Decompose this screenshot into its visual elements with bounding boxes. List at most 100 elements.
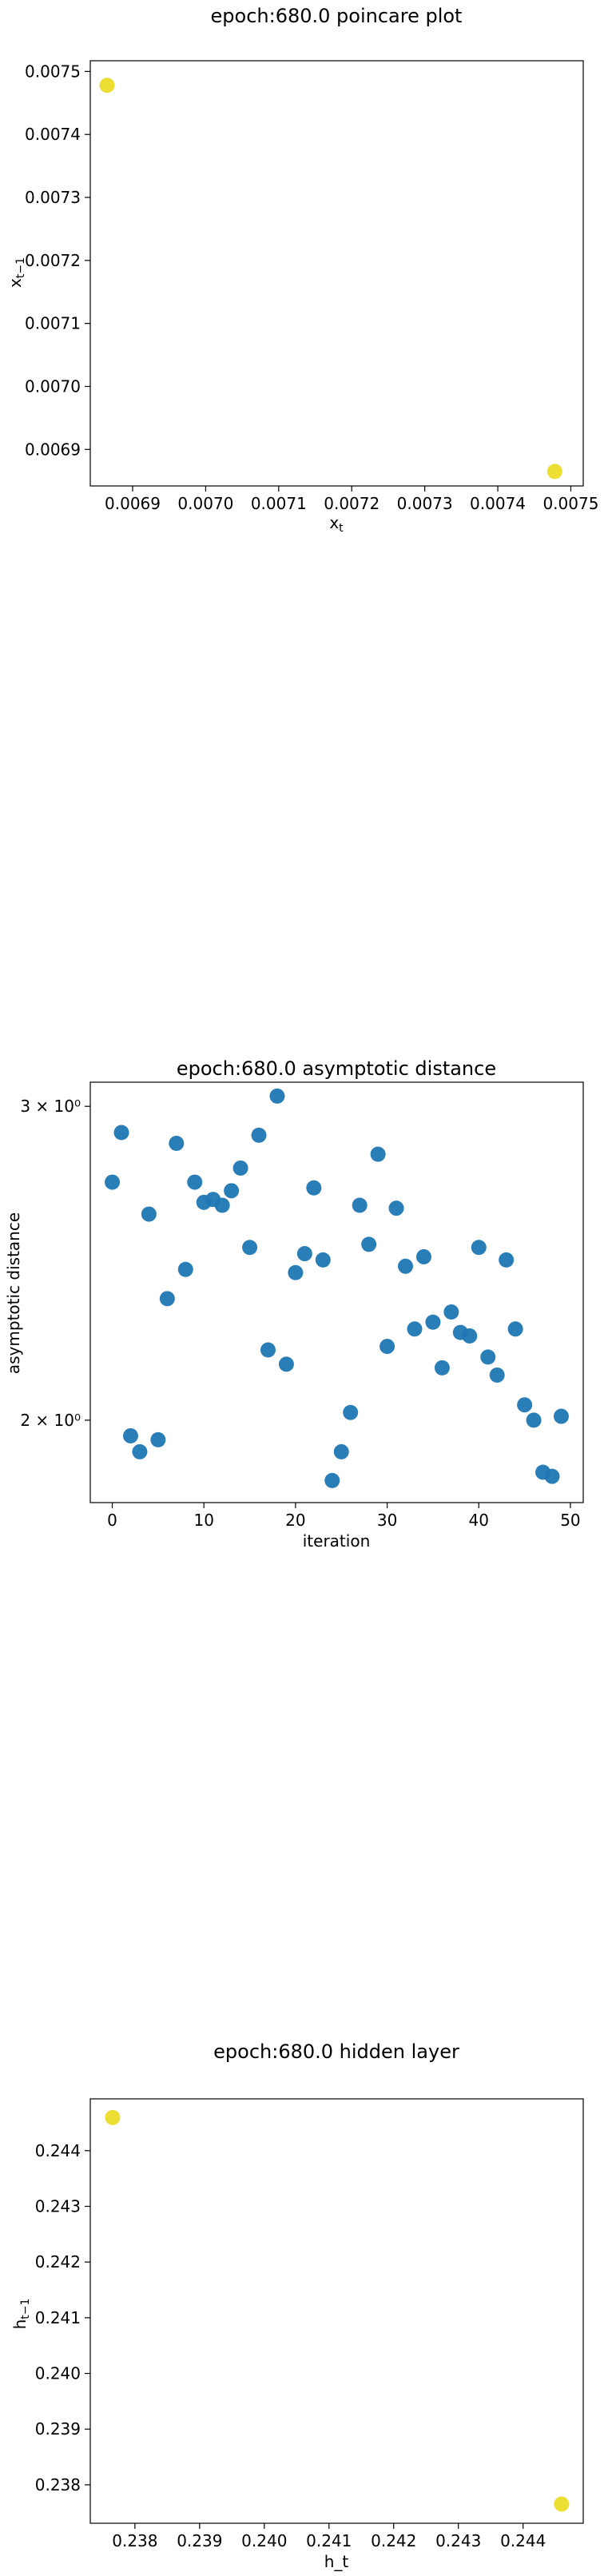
data-point — [517, 1397, 533, 1413]
y-tick-label: 0.0070 — [25, 376, 81, 396]
data-point — [105, 2109, 121, 2125]
data-point — [499, 1252, 515, 1268]
data-point — [361, 1236, 377, 1252]
x-tick-label: 0.238 — [112, 2531, 157, 2550]
data-point — [553, 1408, 569, 1424]
chart-title: epoch:680.0 poincare plot — [211, 5, 463, 27]
chart-title: epoch:680.0 hidden layer — [213, 2040, 459, 2063]
data-point — [415, 1248, 431, 1264]
plot-frame — [89, 60, 584, 487]
x-tick-label: 0.0075 — [542, 494, 598, 513]
data-point — [315, 1252, 331, 1268]
x-tick-label: 10 — [193, 1511, 213, 1530]
y-tick-label: 0.238 — [35, 2475, 81, 2494]
data-point — [169, 1135, 185, 1151]
data-point — [333, 1443, 349, 1459]
data-point — [260, 1342, 276, 1358]
data-point — [177, 1261, 193, 1277]
poincare-plot: epoch:680.0 poincare plot 0.0069 0.0070 0.… — [6, 5, 598, 535]
data-point — [113, 1125, 129, 1141]
data-point — [132, 1443, 148, 1459]
x-tick-label: 0.0071 — [251, 494, 307, 513]
x-tick-label: 0.0069 — [105, 494, 161, 513]
y-axis-ticks: 0.238 0.239 0.240 0.241 0.242 0.243 0.244 — [35, 2141, 90, 2494]
y-tick-label: 0.243 — [35, 2196, 81, 2216]
chart-title: epoch:680.0 asymptotic distance — [177, 1057, 496, 1080]
y-tick-label: 2 × 10⁰ — [20, 1411, 81, 1430]
y-tick-label: 0.0074 — [25, 125, 81, 144]
data-point — [187, 1174, 203, 1190]
data-point — [269, 1088, 285, 1104]
x-tick-label: 0.240 — [241, 2531, 287, 2550]
x-axis-label: h_t — [324, 2552, 349, 2571]
data-point — [141, 1206, 157, 1222]
data-point — [150, 1431, 166, 1447]
y-tick-label: 0.0072 — [25, 251, 81, 270]
y-axis-label: asymptotic distance — [4, 1212, 23, 1374]
data-point — [214, 1197, 230, 1213]
x-tick-label: 0.243 — [435, 2531, 481, 2550]
data-point — [480, 1349, 496, 1365]
x-tick-label: 0.242 — [371, 2531, 416, 2550]
y-axis-ticks: 0.0069 0.0070 0.0071 0.0072 0.0073 0.0074 0.00… — [25, 62, 90, 459]
data-point — [489, 1367, 505, 1383]
y-tick-label: 0.244 — [35, 2141, 81, 2160]
data-point — [296, 1246, 312, 1262]
data-point — [544, 1468, 560, 1484]
x-tick-label: 20 — [285, 1511, 305, 1530]
data-point — [546, 464, 562, 480]
data-point — [462, 1328, 478, 1344]
x-tick-label: 50 — [560, 1511, 580, 1530]
y-tick-label: 0.242 — [35, 2252, 81, 2271]
y-tick-label: 0.0075 — [25, 62, 81, 81]
x-tick-label: 30 — [377, 1511, 397, 1530]
data-point — [370, 1146, 386, 1162]
data-point — [398, 1258, 414, 1274]
data-point — [251, 1127, 267, 1143]
y-tick-label: 0.241 — [35, 2308, 81, 2327]
x-axis-ticks: 0.0069 0.0070 0.0071 0.0072 0.0073 0.0074 0.00… — [105, 486, 598, 513]
data-point — [554, 2496, 570, 2512]
data-point — [105, 1174, 121, 1190]
x-axis-ticks: 0 10 20 30 40 50 — [107, 1503, 581, 1530]
x-tick-label: 0 — [107, 1511, 117, 1530]
data-points — [105, 2109, 570, 2512]
data-point — [352, 1197, 368, 1213]
x-tick-label: 0.239 — [177, 2531, 222, 2550]
data-point — [471, 1240, 487, 1256]
data-point — [232, 1160, 248, 1176]
x-tick-label: 0.0073 — [397, 494, 453, 513]
x-axis-ticks: 0.238 0.239 0.240 0.241 0.242 0.243 0.244 — [112, 2523, 546, 2550]
data-point — [99, 78, 115, 94]
x-tick-label: 0.0072 — [324, 494, 380, 513]
data-points — [99, 78, 562, 480]
data-point — [434, 1360, 450, 1376]
data-point — [425, 1314, 441, 1330]
data-point — [507, 1321, 523, 1337]
data-point — [407, 1321, 423, 1337]
asymptotic-distance-plot: epoch:680.0 asymptotic distance 0 10 20 30 4… — [4, 1057, 584, 1551]
data-point — [122, 1427, 138, 1443]
data-point — [380, 1339, 395, 1355]
data-point — [278, 1356, 294, 1372]
y-tick-label: 0.240 — [35, 2364, 81, 2383]
x-axis-label: iteration — [303, 1531, 371, 1551]
y-tick-label: 0.239 — [35, 2419, 81, 2439]
y-tick-label: 0.0069 — [25, 440, 81, 459]
data-point — [526, 1412, 542, 1428]
y-tick-label: 0.0071 — [25, 314, 81, 333]
y-axis-label: xt−1 — [6, 257, 27, 288]
plot-frame — [89, 2098, 584, 2524]
x-tick-label: 0.0074 — [470, 494, 526, 513]
y-tick-label: 0.0073 — [25, 188, 81, 207]
data-point — [388, 1200, 404, 1216]
x-tick-label: 0.241 — [306, 2531, 352, 2550]
y-axis-label: ht−1 — [10, 2299, 32, 2330]
x-tick-label: 40 — [469, 1511, 489, 1530]
data-point — [306, 1180, 322, 1196]
hidden-layer-plot: epoch:680.0 hidden layer 0.238 0.239 0.240… — [10, 2040, 584, 2571]
plot-frame — [89, 1081, 584, 1503]
data-point — [443, 1304, 459, 1320]
data-point — [343, 1404, 359, 1420]
